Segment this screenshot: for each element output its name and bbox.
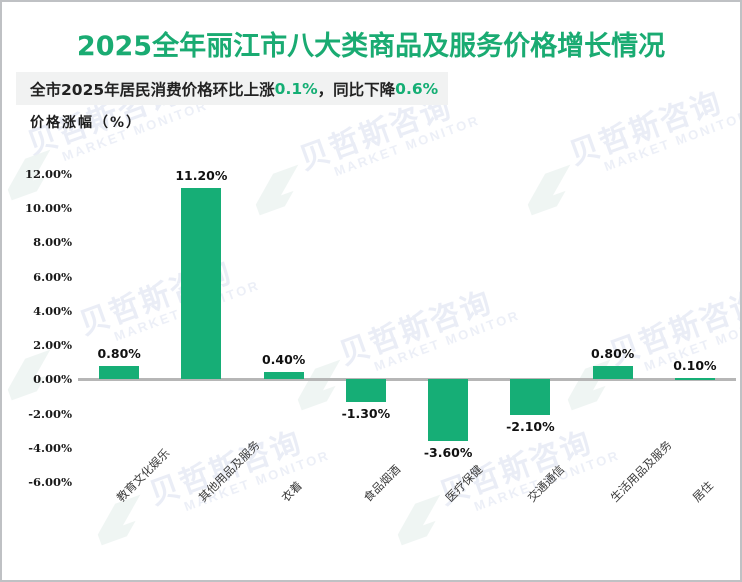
x-axis-category-label: 食品烟酒 <box>360 462 404 505</box>
y-axis-tick-label: 4.00% <box>33 303 72 318</box>
y-axis-tick-label: 6.00% <box>33 269 72 284</box>
x-axis-category-label: 医疗保健 <box>442 462 486 505</box>
bar-7[interactable] <box>592 365 633 380</box>
x-axis-category-label: 其他用品及服务 <box>196 437 263 505</box>
y-axis-tick-label: 8.00% <box>33 235 72 250</box>
page-title: 2025全年丽江市八大类商品及服务价格增长情况 <box>76 31 666 62</box>
y-axis-tick-label: 2.00% <box>33 338 72 353</box>
bar-5[interactable] <box>428 379 469 441</box>
y-axis-tick-label: 12.00% <box>25 167 72 181</box>
y-axis-tick-label: -4.00% <box>28 440 72 455</box>
bar-value-label: 0.10% <box>673 357 717 373</box>
bar-1[interactable] <box>99 365 140 380</box>
y-axis-caption: 价格涨幅（%） <box>30 115 143 131</box>
bar-8[interactable] <box>674 377 715 380</box>
x-axis-category-label: 居住 <box>689 478 716 505</box>
subtitle-banner: 全市2025年居民消费价格环比上涨 0.1% ，同比下降 0.6% <box>16 72 449 105</box>
x-axis-category-label: 生活用品及服务 <box>607 437 675 505</box>
bar-value-label: 0.40% <box>261 352 306 368</box>
subtitle-part-1: 全市2025年居民消费价格环比上涨 <box>30 80 275 99</box>
zero-baseline <box>78 378 736 382</box>
x-axis-category-label: 衣着 <box>278 478 305 505</box>
bar-value-label: -1.30% <box>341 405 391 421</box>
bar-value-label: -2.10% <box>506 419 555 435</box>
subtitle-highlight-mom: 0.1% <box>274 79 318 98</box>
bar-3[interactable] <box>263 372 304 380</box>
y-axis-tick-label: 10.00% <box>25 201 72 216</box>
bar-value-label: 11.20% <box>175 167 228 183</box>
bar-4[interactable] <box>345 379 386 402</box>
y-axis-tick-label: 0.00% <box>33 372 72 387</box>
bar-6[interactable] <box>510 379 551 416</box>
bar-value-label: 0.80% <box>97 345 141 361</box>
bar-2[interactable] <box>181 187 222 380</box>
bar-value-label: -3.60% <box>423 444 473 460</box>
subtitle-highlight-yoy: 0.6% <box>395 79 439 98</box>
y-axis-tick-label: -6.00% <box>28 475 72 489</box>
x-axis-category-label: 教育文化娱乐 <box>113 445 173 505</box>
bar-value-label: 0.80% <box>590 345 635 361</box>
subtitle-part-2: ，同比下降 <box>317 80 396 99</box>
x-axis-category-label: 交通通信 <box>525 462 568 505</box>
y-axis-tick-label: -2.00% <box>28 406 72 421</box>
